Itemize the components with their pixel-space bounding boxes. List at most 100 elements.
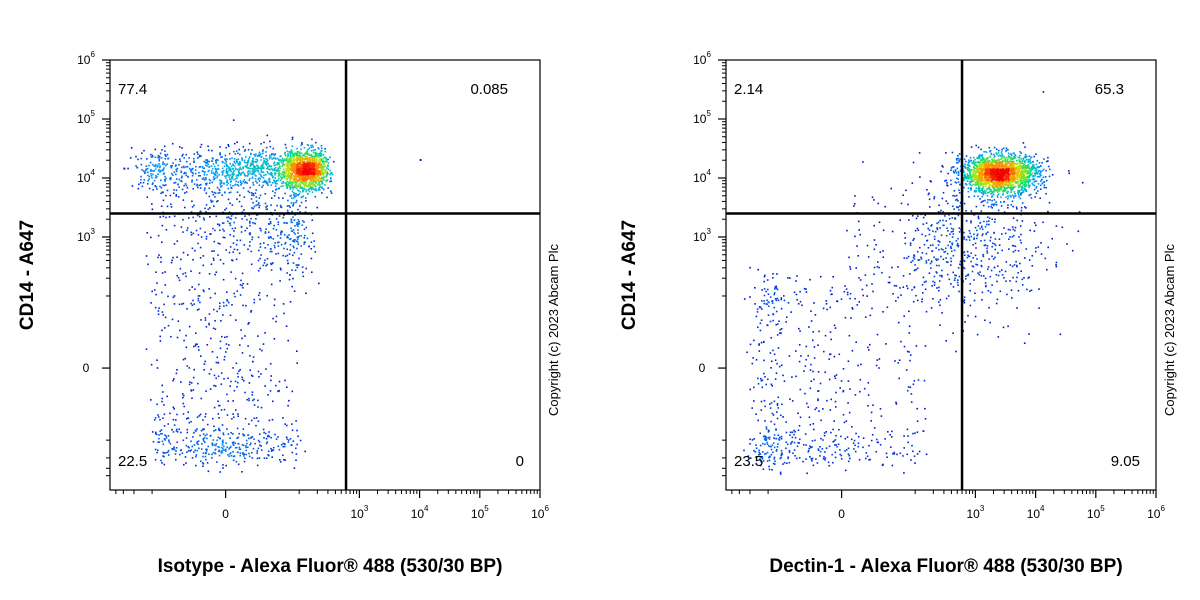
event-dot [316, 165, 318, 168]
event-dot [899, 287, 901, 289]
event-dot [260, 449, 263, 451]
event-dot [175, 164, 177, 166]
event-dot [164, 271, 166, 273]
event-dot [1038, 307, 1040, 309]
event-dot [173, 182, 175, 184]
event-dot [776, 288, 779, 291]
event-dot [902, 275, 905, 277]
event-dot [845, 449, 848, 451]
event-dot [275, 188, 278, 190]
event-dot [303, 158, 305, 160]
event-dot [840, 380, 843, 382]
event-dot [1039, 169, 1041, 172]
event-dot [1037, 171, 1040, 174]
event-dot [773, 434, 776, 436]
event-dot [318, 181, 321, 183]
event-dot [853, 439, 856, 442]
event-dot [266, 263, 269, 266]
event-dot [758, 454, 760, 456]
event-dot [243, 172, 245, 175]
event-dot [148, 175, 151, 178]
event-dot [749, 266, 751, 269]
event-dot [313, 165, 316, 167]
event-dot [244, 149, 247, 151]
event-dot [296, 247, 298, 250]
event-dot [175, 419, 177, 421]
event-dot [227, 453, 229, 456]
event-dot [292, 167, 294, 169]
event-dot [305, 167, 308, 169]
event-dot [226, 170, 228, 172]
event-dot [308, 245, 311, 247]
event-dot [285, 175, 287, 177]
event-dot [770, 402, 773, 404]
event-dot [1007, 204, 1009, 207]
event-dot [157, 416, 160, 418]
event-dot [297, 435, 299, 438]
event-dot [153, 170, 155, 172]
event-dot [225, 304, 228, 307]
event-dot [142, 170, 145, 172]
event-dot [157, 414, 159, 416]
event-dot [281, 171, 284, 173]
event-dot [296, 166, 298, 169]
event-dot [293, 155, 295, 157]
event-dot [793, 291, 796, 294]
event-dot [997, 152, 1000, 154]
event-dot [294, 225, 296, 227]
event-dot [229, 202, 231, 205]
event-dot [926, 189, 928, 191]
event-dot [210, 263, 213, 265]
event-dot [937, 244, 940, 246]
event-dot [297, 232, 299, 234]
event-dot [1013, 186, 1015, 188]
event-dot [824, 459, 826, 461]
event-dot [812, 339, 814, 342]
event-dot [299, 173, 301, 176]
event-dot [1003, 277, 1005, 279]
event-dot [272, 262, 274, 265]
event-dot [976, 264, 979, 266]
event-dot [215, 444, 217, 447]
event-dot [832, 461, 834, 464]
event-dot [192, 188, 194, 190]
event-dot [173, 171, 176, 173]
event-dot [863, 387, 866, 390]
event-dot [216, 176, 218, 179]
event-dot [1005, 149, 1008, 152]
event-dot [237, 171, 240, 173]
event-dot [979, 187, 981, 190]
event-dot [205, 164, 207, 167]
event-dot [216, 186, 219, 189]
event-dot [968, 239, 971, 241]
event-dot [192, 258, 194, 261]
event-dot [252, 181, 254, 184]
event-dot [147, 174, 149, 177]
event-dot [858, 301, 860, 303]
event-dot [1032, 163, 1035, 166]
event-dot [241, 272, 244, 275]
event-dot [310, 181, 313, 183]
event-dot [225, 163, 228, 165]
event-dot [235, 446, 238, 449]
event-dot [291, 285, 293, 288]
event-dot [288, 151, 290, 153]
event-dot [302, 195, 305, 198]
event-dot [294, 192, 296, 195]
event-dot [950, 247, 953, 250]
event-dot [183, 166, 185, 169]
event-dot [211, 160, 214, 162]
event-dot [243, 161, 246, 163]
event-dot [285, 325, 288, 327]
event-dot [187, 450, 190, 452]
event-dot [279, 204, 282, 207]
event-dot [274, 182, 277, 185]
event-dot [240, 181, 242, 184]
event-dot [774, 460, 776, 463]
event-dot [917, 259, 919, 261]
event-dot [773, 306, 775, 309]
event-dot [242, 146, 245, 148]
event-dot [219, 429, 221, 432]
event-dot [777, 396, 779, 399]
event-dot [168, 216, 171, 218]
